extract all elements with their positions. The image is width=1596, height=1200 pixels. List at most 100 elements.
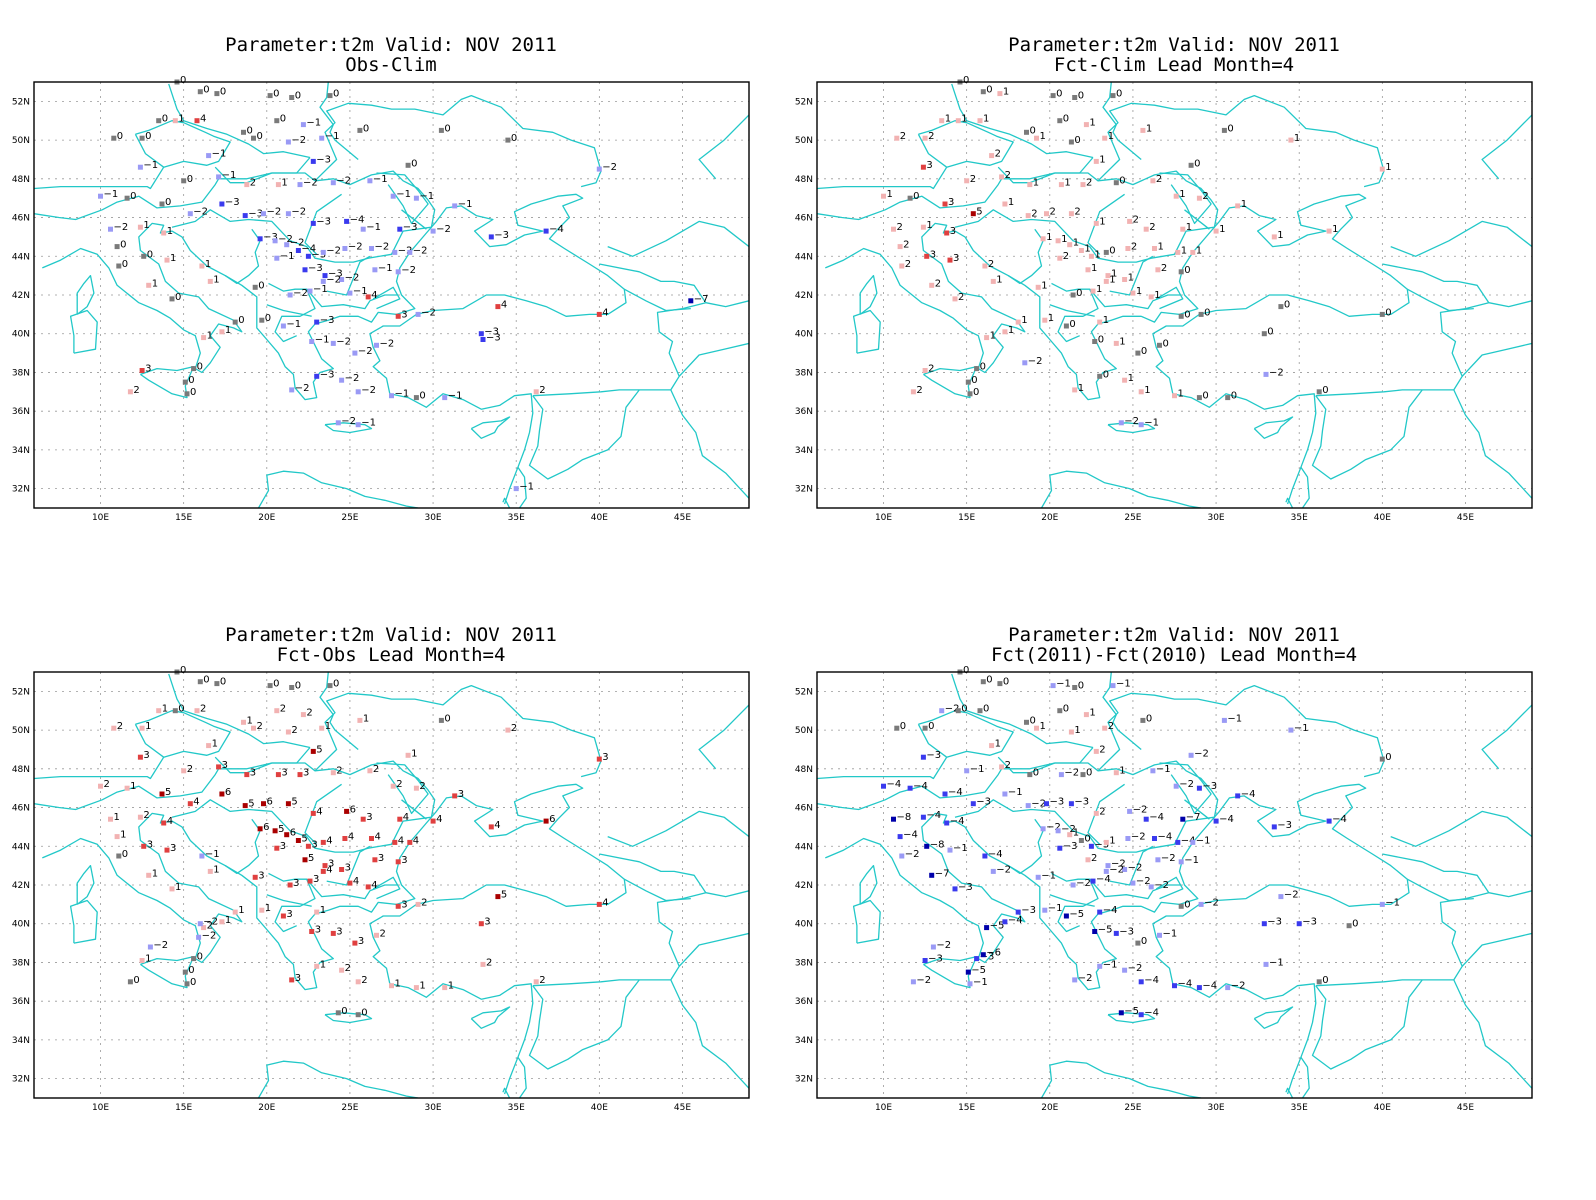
station-value-label: 1 xyxy=(1186,222,1192,233)
station-marker xyxy=(407,249,413,255)
station-value-label: 0 xyxy=(180,665,186,676)
lon-tick-label: 45E xyxy=(674,1103,691,1113)
station-value-label: 0 xyxy=(341,1006,347,1017)
station-value-label: 1 xyxy=(1040,131,1046,142)
station-marker xyxy=(897,244,903,250)
station-value-label: 1 xyxy=(212,739,218,750)
coastline-segment xyxy=(42,193,627,505)
station-value-label: 1 xyxy=(152,278,158,289)
coastline-segment xyxy=(401,209,427,230)
station-value-label: 0 xyxy=(180,75,186,86)
coastline-segment xyxy=(69,899,98,944)
station-value-label: 1 xyxy=(213,274,219,285)
station-marker xyxy=(442,985,448,991)
station-value-label: 0 xyxy=(1184,265,1190,276)
station-value-label: −2 xyxy=(358,346,373,357)
station-value-label: −8 xyxy=(930,839,945,850)
station-value-label: −2 xyxy=(203,917,218,928)
station-value-label: −1 xyxy=(313,284,328,295)
station-value-label: 3 xyxy=(458,789,464,800)
station-value-label: −1 xyxy=(306,118,321,129)
panel-title: Parameter:t2m Valid: NOV 2011 xyxy=(1008,624,1340,646)
station-value-label: −2 xyxy=(1076,878,1091,889)
lon-tick-label: 45E xyxy=(674,513,691,523)
station-value-label: −3 xyxy=(1267,917,1282,928)
station-marker xyxy=(214,91,220,97)
station-marker xyxy=(127,389,133,395)
station-value-label: −2 xyxy=(1064,768,1079,779)
station-marker xyxy=(285,211,291,217)
station-marker xyxy=(1078,248,1084,253)
map-fct-obs: Parameter:t2m Valid: NOV 2011 Fct-Obs Le… xyxy=(12,624,750,1113)
station-marker xyxy=(259,907,265,913)
station-value-label: 1 xyxy=(945,114,951,125)
station-value-label: 2 xyxy=(1086,178,1092,189)
station-marker xyxy=(1152,836,1157,841)
station-value-label: −4 xyxy=(950,816,965,827)
map-panel-obs-clim: Parameter:t2m Valid: NOV 2011 Obs-Clim 0… xyxy=(0,0,780,560)
station-value-label: 1 xyxy=(1196,245,1202,256)
station-marker xyxy=(309,929,315,934)
station-marker xyxy=(922,958,928,963)
coastline-segment xyxy=(670,979,749,1089)
station-marker xyxy=(395,859,401,865)
station-value-label: 0 xyxy=(280,114,286,125)
station-marker xyxy=(232,319,238,325)
station-value-label: 5 xyxy=(301,834,307,845)
coastline-segment xyxy=(1087,193,1125,255)
station-marker xyxy=(302,267,308,273)
station-value-label: 1 xyxy=(983,114,989,125)
station-marker xyxy=(944,820,950,826)
station-marker xyxy=(206,153,212,159)
station-value-label: 4 xyxy=(348,832,354,843)
station-value-label: 3 xyxy=(328,859,334,870)
lat-tick-label: 36N xyxy=(12,407,30,417)
station-marker xyxy=(1015,319,1021,325)
coastline-segment xyxy=(257,470,419,508)
station-marker xyxy=(395,313,401,319)
station-marker xyxy=(1063,323,1069,329)
coastline-segment xyxy=(859,274,878,315)
lon-tick-label: 15E xyxy=(958,1103,975,1113)
station-value-label: 1 xyxy=(247,715,253,726)
lat-tick-label: 46N xyxy=(795,804,813,814)
map-frame xyxy=(33,671,750,1099)
station-marker xyxy=(1057,255,1063,261)
station-marker xyxy=(242,803,248,809)
station-marker xyxy=(327,93,333,99)
station-value-label: −2 xyxy=(345,373,360,384)
station-value-label: 3 xyxy=(286,909,292,920)
lat-tick-label: 48N xyxy=(795,175,813,185)
station-value-label: 0 xyxy=(1163,338,1169,349)
station-marker xyxy=(259,317,265,323)
coastline-segment xyxy=(319,672,359,750)
station-marker xyxy=(974,956,980,962)
station-marker xyxy=(495,894,501,900)
lon-tick-label: 20E xyxy=(1041,513,1058,523)
station-marker xyxy=(1148,884,1154,890)
station-value-label: 1 xyxy=(1046,232,1052,243)
station-marker xyxy=(1198,311,1204,317)
station-value-label: 0 xyxy=(273,679,279,690)
station-value-label: 2 xyxy=(970,174,976,185)
station-marker xyxy=(1263,371,1269,377)
station-marker xyxy=(897,834,903,840)
lat-tick-label: 34N xyxy=(795,1036,813,1046)
station-marker xyxy=(1088,843,1094,849)
station-value-label: 0 xyxy=(273,89,279,100)
station-value-label: 0 xyxy=(986,675,992,686)
station-value-label: 5 xyxy=(316,744,322,755)
coastline-segment xyxy=(1051,872,1099,933)
station-value-label: 1 xyxy=(320,905,326,916)
station-value-label: −4 xyxy=(926,810,941,821)
station-value-label: 3 xyxy=(258,870,264,881)
station-marker xyxy=(543,818,549,824)
station-marker xyxy=(1103,868,1109,874)
station-marker xyxy=(357,127,363,133)
station-value-label: 1 xyxy=(130,781,136,792)
station-value-label: 1 xyxy=(1040,721,1046,732)
lat-tick-label: 38N xyxy=(12,958,30,968)
station-marker xyxy=(942,791,948,797)
coastline-segment xyxy=(1051,282,1099,343)
station-value-label: −1 xyxy=(353,286,368,297)
